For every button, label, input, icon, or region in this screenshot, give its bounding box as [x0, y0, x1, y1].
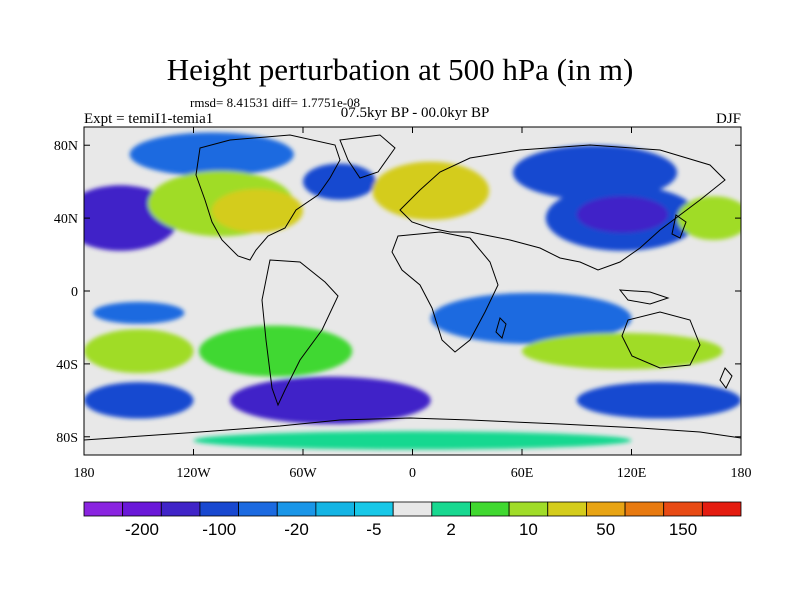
experiment-label: Expt = temiI1-temia1 [84, 111, 214, 127]
colorbar-label: 2 [446, 520, 455, 539]
contour-region-europe-high [372, 161, 490, 220]
y-axis: 80N 40N 0 40S 80S [54, 139, 741, 446]
contour-region-southern-ocean-low [576, 382, 741, 419]
x-tick-label: 180 [731, 466, 752, 481]
contour-region-south-pacific-high [84, 329, 194, 373]
colorbar-swatch [276, 501, 317, 517]
y-tick-label: 0 [71, 285, 78, 300]
colorbar-label: 50 [596, 520, 615, 539]
colorbar-label: -100 [202, 520, 236, 539]
contour-region-tropical-south-pacific-low [93, 301, 185, 324]
colorbar-swatch [508, 501, 549, 517]
colorbar-swatch [547, 501, 587, 517]
stats-text: rmsd= 8.41531 diff= 1.7751e-08 [190, 95, 361, 110]
colorbar-swatch [701, 501, 742, 517]
contour-region-south-america-high [198, 325, 353, 377]
y-tick-label: 80N [54, 139, 78, 154]
contour-region-south-atlantic-low [230, 376, 431, 425]
colorbar-label: -5 [366, 520, 381, 539]
x-tick-label: 0 [409, 466, 416, 481]
colorbar-swatch [392, 501, 433, 517]
contour-region-west-pacific-high [677, 196, 741, 240]
colorbar-swatch [586, 501, 626, 517]
contour-region-east-asia-low-core [576, 196, 668, 233]
contour-region-north-pacific-low-core [84, 201, 157, 242]
contour-region-north-america-high-core [211, 188, 303, 233]
colorbar-swatch [199, 501, 239, 517]
colorbar-swatch [83, 501, 124, 517]
contour-region-north-atlantic-low [303, 163, 376, 200]
contour-region-indian-ocean-low [430, 292, 632, 344]
y-tick-label: 40S [56, 358, 78, 373]
x-tick-label: 60E [511, 466, 534, 481]
colorbar-swatch [470, 501, 510, 517]
colorbar-swatch [354, 501, 394, 517]
colorbar-swatch [238, 501, 278, 517]
period-label: 07.5kyr BP - 00.0kyr BP [340, 105, 490, 121]
colorbar-swatch [663, 501, 703, 517]
colorbar-label: 10 [519, 520, 538, 539]
y-tick-label: 80S [56, 431, 78, 446]
contour-region-southern-indian-high [522, 332, 723, 370]
colorbar-label: -200 [125, 520, 159, 539]
contour-fields [84, 132, 741, 450]
colorbar-swatch [160, 501, 201, 517]
coastline [84, 134, 741, 441]
colorbar: -200 -100 -20 -5 2 10 50 150 [83, 501, 742, 539]
colorbar-swatch [624, 501, 665, 517]
x-tick-label: 120E [617, 466, 647, 481]
contour-region-antarctic-high [193, 431, 632, 450]
colorbar-label: -20 [284, 520, 309, 539]
x-tick-label: 180 [74, 466, 95, 481]
season-label: DJF [715, 111, 741, 127]
y-tick-label: 40N [54, 212, 78, 227]
colorbar-label: 150 [669, 520, 697, 539]
contour-region-south-pacific-low [84, 382, 194, 419]
x-tick-label: 120W [176, 466, 211, 481]
colorbar-swatch [315, 501, 355, 517]
x-axis: 180 120W 60W 0 60E 120E 180 [74, 127, 752, 481]
colorbar-swatch [431, 501, 471, 517]
x-tick-label: 60W [289, 466, 317, 481]
contour-region-arctic-canada-low [129, 132, 294, 177]
colorbar-swatch [122, 501, 162, 517]
chart-title: Height perturbation at 500 hPa (in m) [166, 52, 634, 87]
